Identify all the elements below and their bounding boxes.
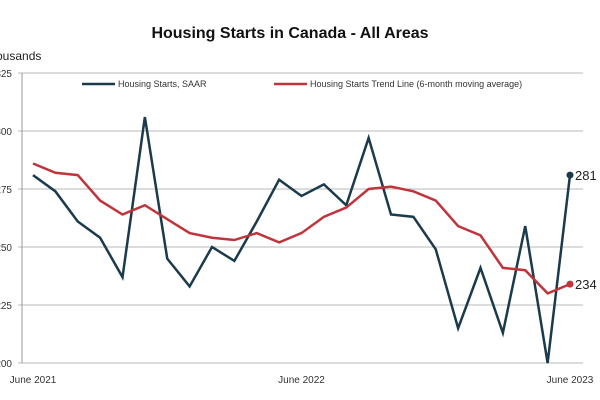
y-tick-label: 250	[0, 243, 12, 254]
legend-label: Housing Starts, SAAR	[118, 79, 207, 89]
series-line	[32, 116, 572, 364]
end-value-label: 281	[575, 168, 597, 183]
y-tick-label: 325	[0, 69, 12, 80]
chart-title: Housing Starts in Canada - All Areas	[151, 25, 428, 42]
legend-label: Housing Starts Trend Line (6-month movin…	[310, 79, 522, 89]
end-value-label: 234	[575, 277, 597, 292]
data-point	[566, 280, 574, 288]
y-tick-label: 300	[0, 127, 12, 138]
x-tick-label: June 2023	[547, 375, 594, 386]
y-tick-label: 275	[0, 185, 12, 196]
x-tick-label: June 2021	[10, 375, 57, 386]
series-line	[32, 162, 571, 295]
x-tick-label: June 2022	[278, 375, 325, 386]
y-axis-label: Thousands	[0, 49, 41, 63]
y-tick-label: 225	[0, 301, 12, 312]
y-tick-label: 200	[0, 359, 12, 370]
data-point	[566, 171, 574, 179]
